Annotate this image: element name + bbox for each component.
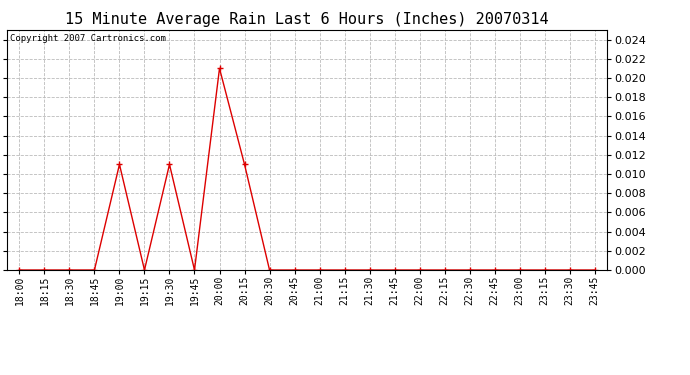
Text: Copyright 2007 Cartronics.com: Copyright 2007 Cartronics.com [10,34,166,43]
Title: 15 Minute Average Rain Last 6 Hours (Inches) 20070314: 15 Minute Average Rain Last 6 Hours (Inc… [66,12,549,27]
